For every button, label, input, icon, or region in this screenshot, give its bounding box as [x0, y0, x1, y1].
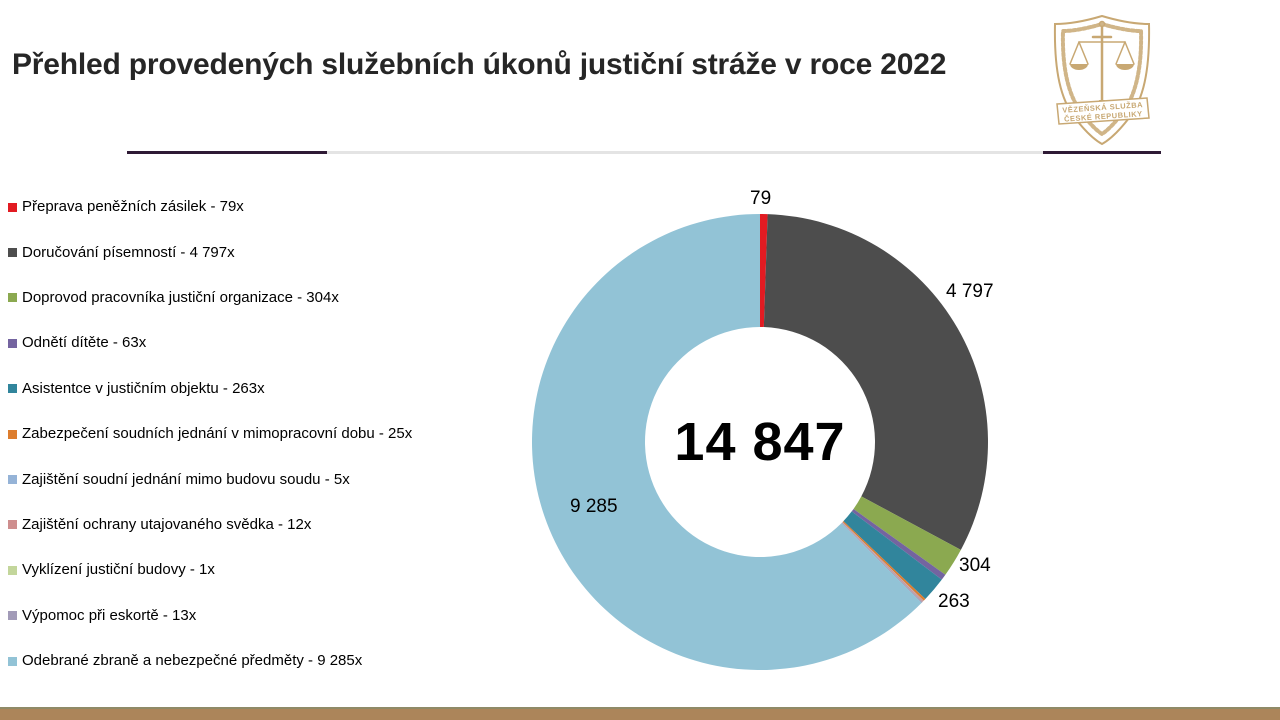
data-label-asistence: 263 — [938, 591, 970, 612]
donut-slice-5[interactable] — [843, 511, 942, 599]
donut-slice-8[interactable] — [841, 522, 924, 602]
legend-marker — [8, 611, 17, 621]
title-divider — [127, 151, 1161, 154]
laurel-wreath — [1060, 21, 1144, 137]
scales-icon — [1069, 41, 1135, 70]
donut-slice-7[interactable] — [842, 522, 924, 602]
legend: Přeprava peněžních zásilek - 79x Doručová… — [8, 184, 478, 683]
legend-item[interactable]: Asistentce v justičním objektu - 263x — [8, 366, 478, 411]
donut-slice-1[interactable] — [760, 214, 768, 328]
legend-marker — [8, 520, 17, 530]
data-label-dorucovani: 4 797 — [946, 281, 994, 302]
data-label-doprovod: 304 — [959, 555, 991, 576]
legend-marker — [8, 293, 17, 303]
page-title: Přehled provedených služebních úkonů jus… — [12, 48, 947, 81]
legend-label: Doručování písemností - 4 797x — [22, 243, 235, 261]
donut-slice-4[interactable] — [851, 508, 946, 580]
legend-label: Zajištění ochrany utajovaného svědka - 1… — [22, 515, 312, 533]
chart-center-total: 14 847 — [674, 412, 846, 472]
legend-item[interactable]: Zabezpečení soudních jednání v mimopraco… — [8, 411, 478, 456]
legend-item[interactable]: Výpomoc při eskortě - 13x — [8, 593, 478, 638]
legend-marker — [8, 429, 17, 439]
bottom-accent-bar — [0, 707, 1280, 720]
legend-item[interactable]: Zajištění soudní jednání mimo budovu sou… — [8, 456, 478, 501]
divider-segment-light — [327, 151, 1043, 154]
legend-marker — [8, 475, 17, 485]
banner-ribbon — [1056, 97, 1150, 125]
legend-label: Vyklízení justiční budovy - 1x — [22, 561, 215, 579]
shield-outline — [1053, 14, 1151, 146]
legend-label: Přeprava peněžních zásilek - 79x — [22, 198, 244, 216]
justice-scales-emblem-icon: VĚZEŇSKÁ SLUŽBA ČESKÉ REPUBLIKY — [1053, 14, 1151, 146]
donut-chart-area — [525, 207, 995, 677]
legend-item[interactable]: Přeprava peněžních zásilek - 79x — [8, 184, 478, 229]
sword-icon — [1091, 20, 1113, 108]
donut-slice-3[interactable] — [853, 496, 961, 575]
donut-slice-2[interactable] — [763, 214, 988, 550]
data-label-preprava: 79 — [750, 188, 772, 209]
legend-label: Odebrané zbraně a nebezpečné předměty - … — [22, 652, 363, 670]
legend-label: Asistentce v justičním objektu - 263x — [22, 379, 265, 397]
divider-segment-dark-left — [127, 151, 327, 154]
legend-item[interactable]: Zajištění ochrany utajovaného svědka - 1… — [8, 502, 478, 547]
legend-label: Výpomoc při eskortě - 13x — [22, 606, 197, 624]
legend-marker — [8, 338, 17, 348]
donut-slice-11[interactable] — [532, 214, 922, 670]
legend-label: Doprovod pracovníka justiční organizace … — [22, 288, 339, 306]
donut-slice-6[interactable] — [842, 521, 926, 601]
legend-marker — [8, 248, 17, 258]
legend-marker — [8, 202, 17, 212]
donut-slice-9[interactable] — [841, 522, 923, 602]
legend-label: Odnětí dítěte - 63x — [22, 334, 147, 352]
legend-item[interactable]: Doprovod pracovníka justiční organizace … — [8, 275, 478, 320]
legend-marker — [8, 656, 17, 666]
donut-slice-10[interactable] — [841, 522, 923, 603]
legend-marker — [8, 565, 17, 575]
divider-segment-dark-right — [1043, 151, 1161, 154]
data-label-odebrane: 9 285 — [570, 496, 618, 517]
legend-label: Zajištění soudní jednání mimo budovu sou… — [22, 470, 350, 488]
legend-item[interactable]: Vyklízení justiční budovy - 1x — [8, 547, 478, 592]
donut-chart — [532, 214, 988, 670]
legend-item[interactable]: Odebrané zbraně a nebezpečné předměty - … — [8, 638, 478, 683]
legend-marker — [8, 384, 17, 394]
legend-item[interactable]: Odnětí dítěte - 63x — [8, 320, 478, 365]
legend-item[interactable]: Doručování písemností - 4 797x — [8, 229, 478, 274]
legend-label: Zabezpečení soudních jednání v mimopraco… — [22, 425, 413, 443]
prison-service-logo: VĚZEŇSKÁ SLUŽBA ČESKÉ REPUBLIKY — [1037, 12, 1167, 150]
